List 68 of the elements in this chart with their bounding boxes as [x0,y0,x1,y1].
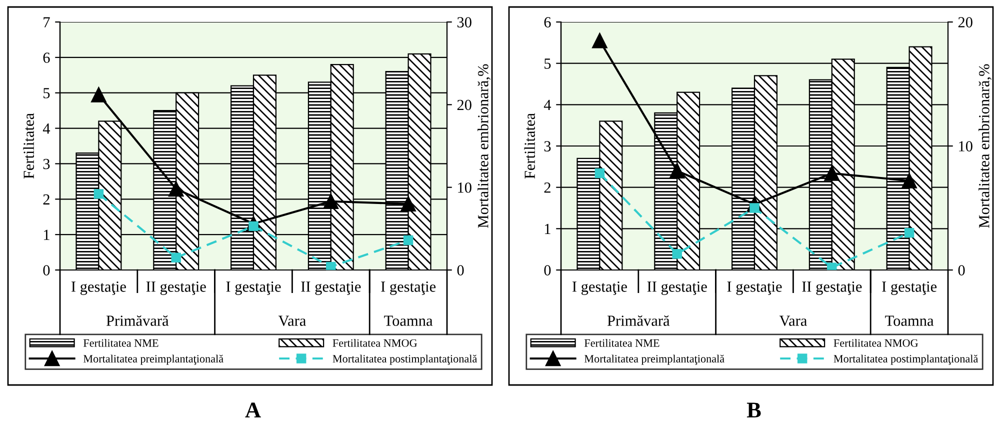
point [400,196,416,212]
x-tick-label: II gestaţie [301,282,361,295]
legend-label: Fertilitatea NMOG [332,338,417,347]
text: Toamna [384,316,433,326]
point [94,189,104,199]
point [827,262,837,270]
y-tick-label: 1 [44,230,50,240]
point [672,249,682,259]
x-tick-label: I gestaţie [71,282,126,295]
y-axis-title: Fertilitatea [524,113,535,179]
point [669,163,685,178]
y-tick-label: 7 [44,17,50,28]
text: Vara [779,316,807,326]
legend-label: Mortalitatea preimplantaţională [83,354,224,365]
y-tick-label: 6 [544,17,551,28]
y-tick-label: 0 [544,265,551,276]
x-tick-label: II gestaţie [802,282,862,295]
y-axis-title: Fertilitatea [23,113,34,179]
y2-tick-label: 20 [457,100,472,110]
legend-label: Mortalitatea postimplantaţională [834,354,978,365]
x-tick-label: I gestaţie [882,282,937,295]
x-tick-label: I gestaţie [226,282,281,295]
y-tick-label: 2 [43,194,50,204]
y-tick-label: 5 [44,88,50,98]
text: Vara [278,316,306,326]
y-tick-label: 0 [43,265,50,276]
point [902,173,917,188]
y-tick-label: 5 [544,58,551,69]
y2-tick-label: 20 [958,17,972,28]
y2-tick-label: 0 [958,265,965,276]
y-tick-label: 6 [43,52,50,63]
point [904,228,914,238]
x-tick-label: II gestaţie [647,282,707,295]
y-tick-label: 3 [43,158,50,170]
y2-tick-label: 10 [458,182,472,193]
text: Toamna [885,316,934,326]
text: A [245,402,261,418]
point [168,181,184,197]
y-tick-label: 2 [544,182,550,193]
y-tick-label: 3 [544,141,551,152]
point [171,252,181,262]
point [326,262,336,270]
y2-tick-label: 10 [959,141,972,152]
x-tick-label: I gestaţie [727,282,782,295]
point [323,194,339,210]
y2-tick-label: 30 [457,17,472,28]
legend-label: Fertilitatea NME [584,338,660,347]
y-tick-label: 4 [42,124,50,134]
y2-tick-label: 0 [457,265,464,276]
legend-label: Mortalitatea postimplantaţională [332,354,477,365]
y2-axis-title: Mortalitatea embrionară,% [478,64,491,228]
text: Primăvară [607,315,670,326]
point [91,87,106,102]
text: Primăvară [106,315,169,326]
legend-label: Fertilitatea NME [83,338,158,347]
point [592,32,608,48]
point [824,166,840,181]
text: B [746,402,761,418]
legend-label: Mortalitatea preimplantaţională [584,354,724,365]
x-tick-label: I gestaţie [381,282,436,295]
x-tick-label: I gestaţie [572,282,627,295]
point [403,235,414,246]
y2-axis-title: Mortalitatea embrionară,% [978,64,992,228]
point [594,168,605,178]
legend-label: Fertilitatea NMOG [834,338,918,347]
x-tick-label: II gestaţie [146,282,206,295]
y-tick-label: 1 [544,224,550,234]
y-tick-label: 4 [544,100,552,110]
